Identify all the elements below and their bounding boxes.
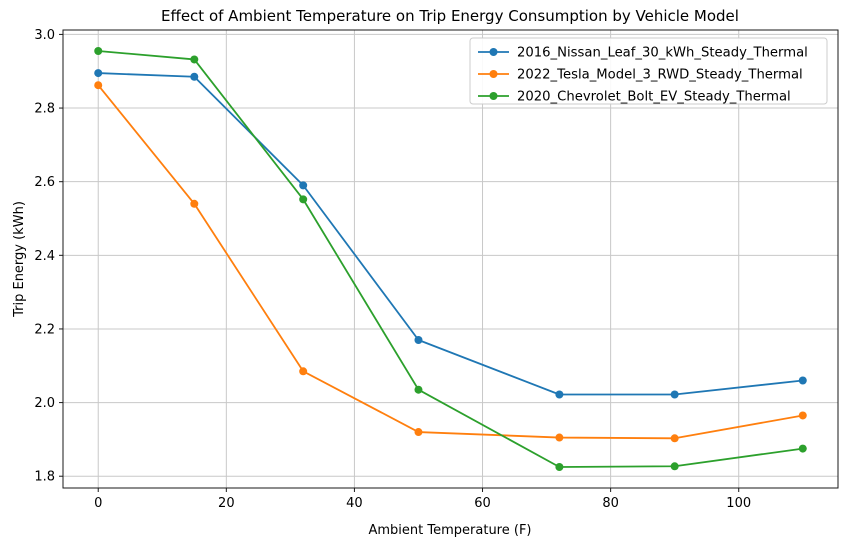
chart-title: Effect of Ambient Temperature on Trip En… [161, 7, 739, 25]
grid-layer [63, 30, 838, 488]
y-tick-label: 3.0 [34, 28, 55, 43]
y-tick-label: 2.0 [34, 396, 55, 411]
data-point [798, 376, 807, 385]
data-point [190, 55, 199, 64]
legend-marker [489, 48, 498, 56]
data-point [190, 72, 199, 81]
data-point [670, 462, 679, 471]
x-tick-label: 60 [474, 496, 491, 511]
y-tick-label: 2.2 [34, 322, 55, 337]
series-line-1 [97, 84, 804, 440]
data-point [555, 433, 564, 442]
plot-border [62, 29, 839, 489]
data-point [299, 195, 308, 204]
x-tick-label: 80 [602, 496, 619, 511]
data-point [555, 390, 564, 399]
y-tick-label: 2.6 [34, 175, 55, 190]
series-layer [94, 46, 807, 472]
legend-box [469, 37, 828, 105]
y-tick-label: 2.8 [34, 102, 55, 117]
data-point [798, 444, 807, 453]
legend-label: 2020_Chevrolet_Bolt_EV_Steady_Thermal [517, 90, 791, 105]
x-tick-label: 20 [218, 496, 235, 511]
data-point [414, 335, 423, 344]
data-point [414, 385, 423, 394]
data-point [798, 411, 807, 420]
x-tick-label: 100 [726, 496, 751, 511]
x-axis-label: Ambient Temperature (F) [369, 523, 532, 538]
legend-label: 2016_Nissan_Leaf_30_kWh_Steady_Thermal [517, 46, 808, 61]
data-point [670, 390, 679, 399]
series-line-2 [97, 50, 804, 468]
data-point [299, 367, 308, 376]
data-point [94, 81, 103, 90]
data-point [555, 463, 564, 472]
data-point [190, 199, 199, 208]
x-tick-label: 40 [346, 496, 363, 511]
data-point [414, 428, 423, 437]
data-point [670, 434, 679, 443]
data-point [299, 181, 308, 190]
legend-label: 2022_Tesla_Model_3_RWD_Steady_Thermal [517, 68, 803, 83]
data-point [94, 69, 103, 78]
y-tick-label: 1.8 [34, 470, 55, 485]
legend: 2016_Nissan_Leaf_30_kWh_Steady_Thermal 20… [469, 37, 828, 105]
y-axis-label: Trip Energy (kWh) [12, 201, 27, 318]
series-line-0 [97, 72, 804, 396]
x-tick-label: 0 [94, 496, 102, 511]
y-tick-label: 2.4 [34, 249, 55, 264]
legend-marker [489, 92, 498, 100]
data-point [94, 46, 103, 55]
ticks-layer: 0 20 40 60 80 100 1.8 2.0 2.2 2.4 2.6 2.8 3.0 [34, 28, 751, 511]
legend-marker [489, 70, 498, 78]
